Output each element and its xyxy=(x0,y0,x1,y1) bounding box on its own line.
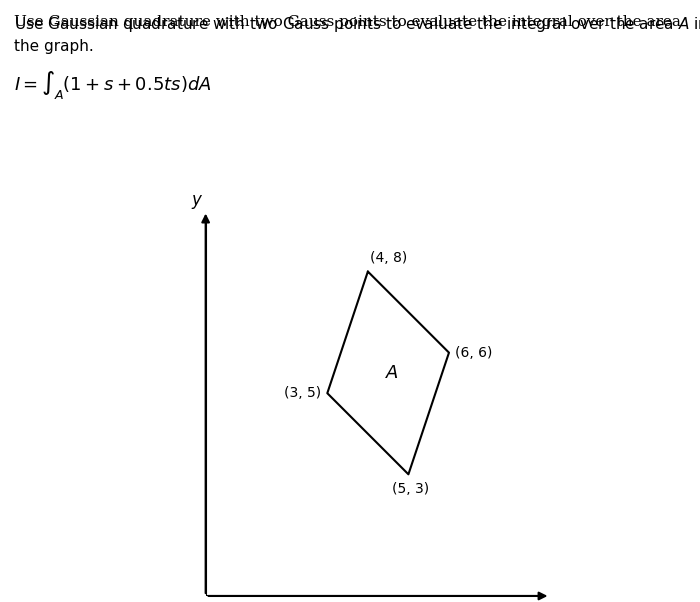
Text: (5, 3): (5, 3) xyxy=(392,482,429,497)
Text: y: y xyxy=(192,191,202,209)
Text: $I = \int_A(1 + s + 0.5ts)dA$: $I = \int_A(1 + s + 0.5ts)dA$ xyxy=(14,69,211,101)
Text: x: x xyxy=(552,598,562,602)
Text: Use Gaussian quadrature with two Gauss points to evaluate the integral over the : Use Gaussian quadrature with two Gauss p… xyxy=(14,15,686,29)
Text: (4, 8): (4, 8) xyxy=(370,252,407,265)
Text: A: A xyxy=(386,364,398,382)
Text: (6, 6): (6, 6) xyxy=(455,346,492,359)
Text: Use Gaussian quadrature with two Gauss points to evaluate the integral over the : Use Gaussian quadrature with two Gauss p… xyxy=(14,15,700,34)
Text: (3, 5): (3, 5) xyxy=(284,386,321,400)
Text: the graph.: the graph. xyxy=(14,39,94,54)
